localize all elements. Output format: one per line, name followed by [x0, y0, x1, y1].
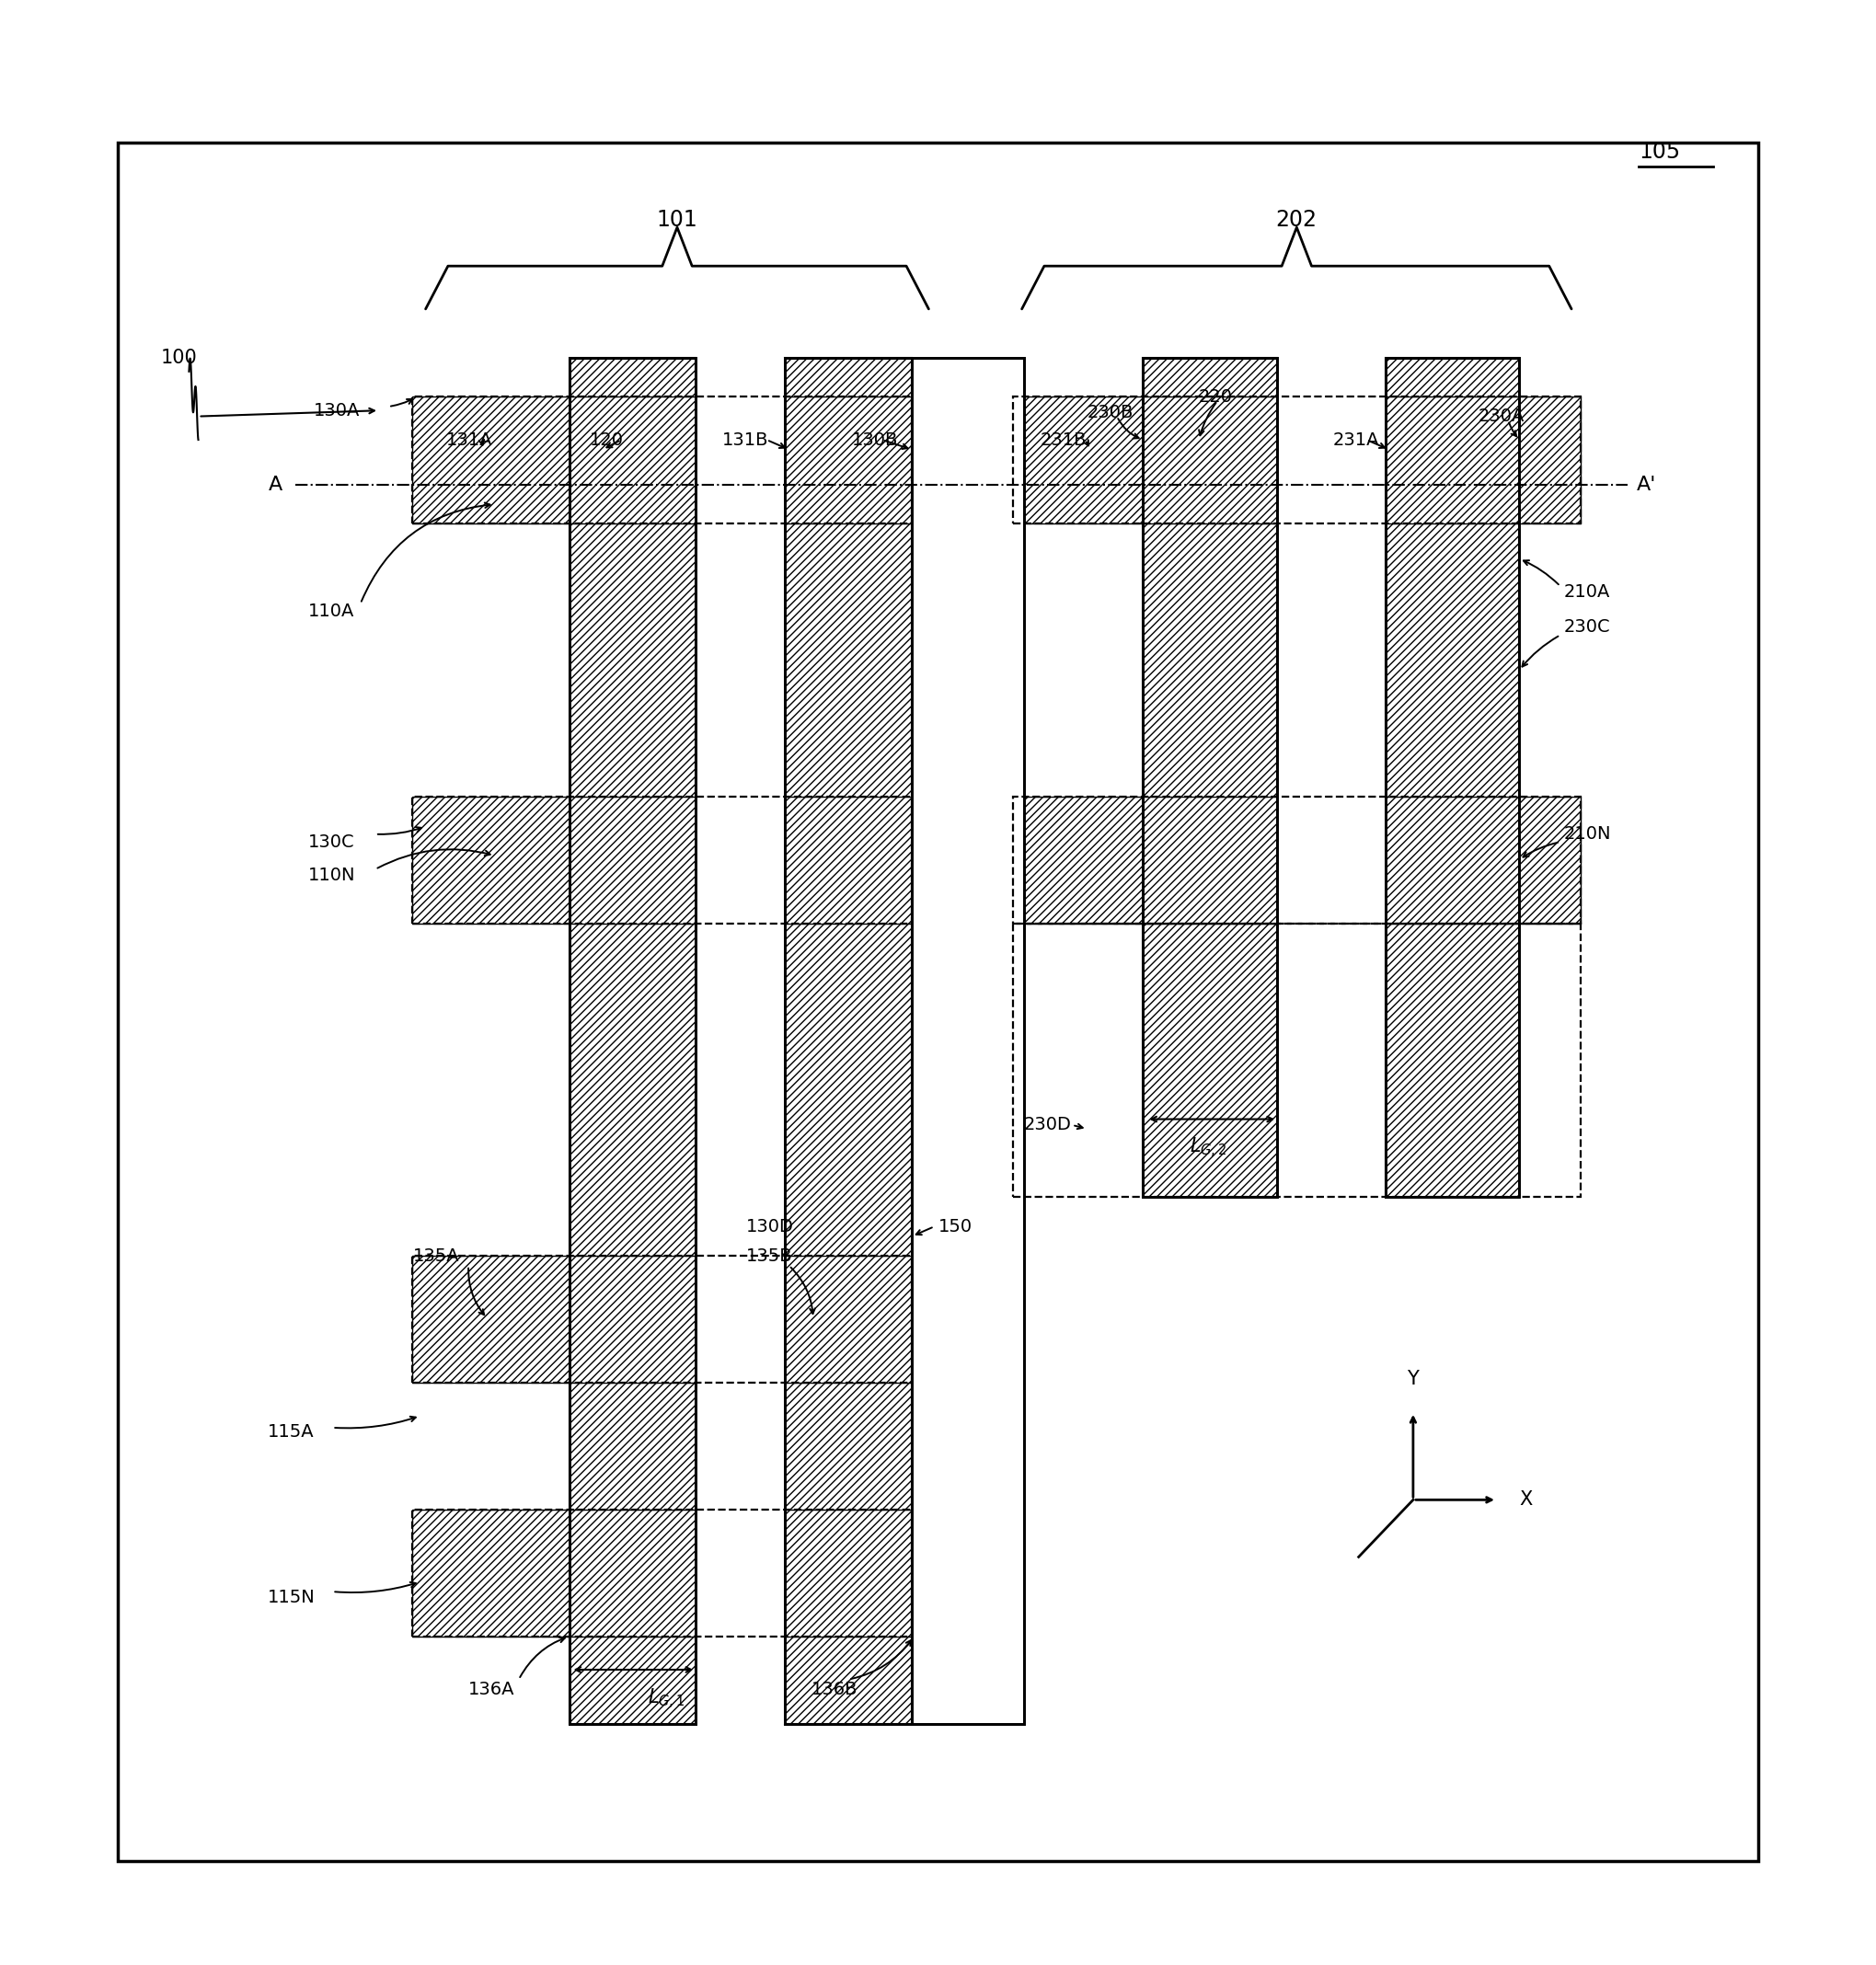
- Text: 210N: 210N: [1565, 825, 1611, 843]
- Bar: [568, 798, 696, 924]
- Text: $L_{G,1}$: $L_{G,1}$: [647, 1686, 685, 1712]
- Text: 150: 150: [938, 1218, 972, 1236]
- Text: 105: 105: [1638, 140, 1681, 163]
- Bar: [1278, 397, 1384, 525]
- Bar: [696, 397, 786, 525]
- Bar: [786, 1509, 912, 1637]
- Text: A': A': [1636, 476, 1657, 493]
- Bar: [1013, 397, 1581, 525]
- Text: 230D: 230D: [1024, 1116, 1071, 1134]
- Bar: [786, 397, 912, 525]
- Text: 115A: 115A: [266, 1423, 313, 1440]
- Bar: [1142, 358, 1278, 1197]
- Bar: [696, 358, 786, 1725]
- Bar: [568, 397, 696, 525]
- Text: 230B: 230B: [1086, 403, 1133, 421]
- Bar: [1384, 798, 1520, 924]
- Bar: [1520, 798, 1581, 924]
- Bar: [568, 1256, 696, 1383]
- Bar: [1384, 924, 1520, 1197]
- Text: 110N: 110N: [308, 867, 356, 884]
- Text: 210A: 210A: [1565, 584, 1610, 601]
- Bar: [696, 798, 786, 924]
- Text: Y: Y: [1407, 1370, 1418, 1389]
- Text: 136B: 136B: [810, 1680, 857, 1698]
- Bar: [1013, 924, 1581, 1197]
- Bar: [1142, 924, 1278, 1197]
- Text: 131B: 131B: [722, 430, 769, 448]
- Bar: [786, 358, 912, 1725]
- Text: 202: 202: [1276, 208, 1317, 232]
- Bar: [1384, 358, 1520, 1197]
- Text: 230A: 230A: [1478, 407, 1525, 424]
- Bar: [912, 358, 1024, 1725]
- Text: 101: 101: [657, 208, 698, 232]
- Bar: [786, 1256, 912, 1383]
- Bar: [1142, 397, 1278, 525]
- Bar: [413, 1509, 912, 1637]
- Text: 130C: 130C: [308, 833, 355, 851]
- Bar: [696, 1509, 786, 1637]
- Text: 136A: 136A: [469, 1680, 514, 1698]
- Bar: [696, 1256, 786, 1383]
- Bar: [413, 397, 568, 525]
- Bar: [786, 358, 912, 1725]
- Bar: [1384, 397, 1520, 525]
- Text: $L_{G,2}$: $L_{G,2}$: [1189, 1136, 1227, 1161]
- Bar: [413, 798, 912, 924]
- Bar: [568, 1509, 696, 1637]
- Text: 130A: 130A: [313, 401, 360, 419]
- Bar: [786, 358, 912, 1725]
- Bar: [413, 1256, 568, 1383]
- Bar: [413, 1256, 912, 1383]
- Bar: [568, 358, 696, 1725]
- Text: 230C: 230C: [1565, 619, 1611, 637]
- Bar: [1520, 397, 1581, 525]
- Bar: [1142, 798, 1278, 924]
- Bar: [912, 358, 1024, 1725]
- Text: 100: 100: [161, 348, 197, 367]
- Bar: [568, 358, 696, 1725]
- Bar: [1013, 798, 1142, 924]
- Text: 130D: 130D: [747, 1218, 794, 1236]
- Text: A: A: [268, 476, 281, 493]
- Bar: [413, 1509, 568, 1637]
- Bar: [1013, 798, 1581, 924]
- Bar: [118, 143, 1758, 1861]
- Text: 220: 220: [1199, 389, 1233, 405]
- Text: 231A: 231A: [1334, 430, 1379, 448]
- Text: 130B: 130B: [852, 430, 899, 448]
- Bar: [1013, 397, 1142, 525]
- Bar: [1013, 924, 1581, 1197]
- Text: 135A: 135A: [413, 1248, 460, 1265]
- Text: 135B: 135B: [747, 1248, 794, 1265]
- Text: X: X: [1520, 1491, 1533, 1509]
- Text: 120: 120: [589, 430, 623, 448]
- Bar: [1142, 358, 1278, 1197]
- Text: 131A: 131A: [446, 430, 493, 448]
- Text: 115N: 115N: [266, 1590, 315, 1605]
- Text: 231B: 231B: [1041, 430, 1086, 448]
- Text: 110A: 110A: [308, 603, 355, 621]
- Bar: [1384, 358, 1520, 1197]
- Bar: [568, 358, 696, 1725]
- Bar: [1142, 358, 1278, 1197]
- Bar: [413, 397, 912, 525]
- Bar: [413, 798, 568, 924]
- Bar: [786, 798, 912, 924]
- Bar: [1278, 798, 1384, 924]
- Bar: [1384, 358, 1520, 1197]
